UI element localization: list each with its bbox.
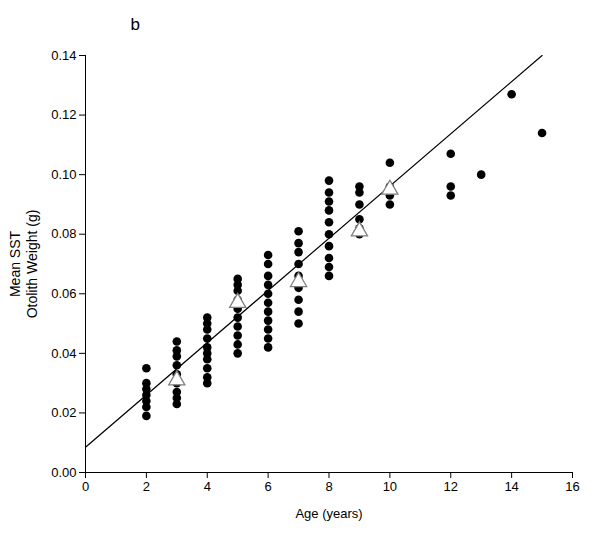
svg-text:6: 6	[265, 479, 272, 494]
svg-text:8: 8	[325, 479, 332, 494]
svg-text:4: 4	[204, 479, 211, 494]
svg-text:Mean SSTOtolith Weight (g): Mean SSTOtolith Weight (g)	[7, 210, 40, 319]
svg-text:10: 10	[383, 479, 397, 494]
svg-text:0.06: 0.06	[51, 286, 76, 301]
svg-text:16: 16	[565, 479, 579, 494]
svg-text:0.12: 0.12	[51, 107, 76, 122]
svg-text:Age (years): Age (years)	[295, 506, 362, 521]
svg-text:0: 0	[82, 479, 89, 494]
svg-text:14: 14	[504, 479, 518, 494]
svg-text:2: 2	[143, 479, 150, 494]
svg-text:0.14: 0.14	[51, 48, 76, 63]
svg-text:b: b	[131, 15, 140, 34]
svg-text:0.08: 0.08	[51, 226, 76, 241]
svg-text:0.00: 0.00	[51, 465, 76, 480]
svg-text:0.04: 0.04	[51, 346, 76, 361]
svg-text:12: 12	[444, 479, 458, 494]
svg-text:0.10: 0.10	[51, 167, 76, 182]
svg-text:0.02: 0.02	[51, 405, 76, 420]
